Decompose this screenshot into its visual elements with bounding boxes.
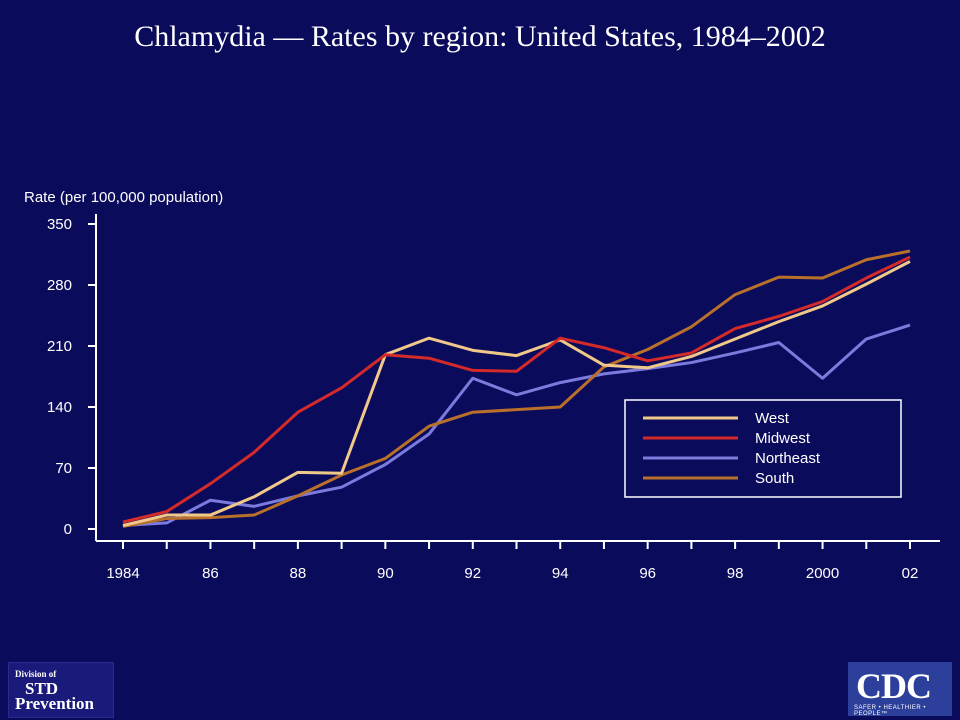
y-tick-label: 280 [47,277,72,294]
cdc-logo-tagline: SAFER • HEALTHIER • PEOPLE™ [854,705,926,717]
y-axis-label: Rate (per 100,000 population) [24,189,223,206]
std-prevention-logo: Division of STD Prevention [8,662,114,718]
series-line-west [122,260,911,527]
series-line-midwest [122,255,911,524]
x-tick-label: 92 [464,565,481,582]
series-line-northeast [122,323,911,528]
cdc-logo: CDC SAFER • HEALTHIER • PEOPLE™ [848,662,952,717]
legend-label-south: South [755,470,794,487]
series-lines [122,249,911,528]
x-tick-label: 98 [727,565,744,582]
x-tick-label: 88 [290,565,307,582]
std-logo-line1: Division of [15,669,57,679]
y-tick-label: 0 [64,521,72,538]
chart-title: Chlamydia — Rates by region: United Stat… [134,20,826,53]
legend-label-west: West [755,410,790,427]
legend: West Midwest Northeast South [624,399,902,498]
x-tick-label: 1984 [106,565,139,582]
series-line-south [122,249,911,528]
y-tick-label: 70 [55,460,72,477]
y-tick-label: 140 [47,399,72,416]
y-tick-label: 350 [47,216,72,233]
std-logo-line2: STD [25,679,59,698]
x-tick-label: 90 [377,565,394,582]
cdc-logo-mark: CDC [856,666,932,706]
std-logo-line3: Prevention [15,694,95,713]
x-tick-label: 2000 [806,565,839,582]
y-tick-label: 210 [47,338,72,355]
x-tick-label: 96 [639,565,656,582]
legend-box [624,399,902,498]
x-tick-label: 94 [552,565,569,582]
x-tick-label: 02 [902,565,919,582]
x-tick-label: 86 [202,565,219,582]
legend-label-northeast: Northeast [755,450,821,467]
legend-label-midwest: Midwest [755,430,811,447]
axes: 0 70 140 210 280 350 1984 86 88 90 92 94 96 98 2000 02 [47,214,940,582]
